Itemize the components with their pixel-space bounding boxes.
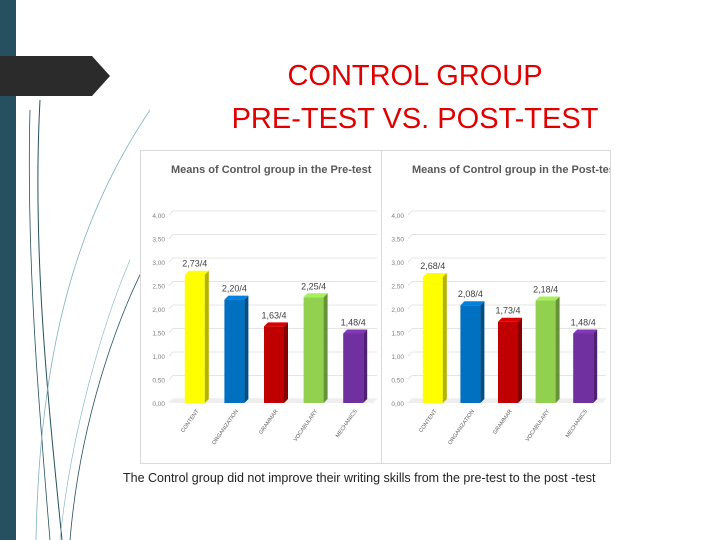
pre-bar-content xyxy=(184,270,209,403)
post-ytick-label: 1,50 xyxy=(391,331,404,338)
post-category-label: CONTENT xyxy=(418,408,439,434)
pre-ytick-label: 0,50 xyxy=(152,378,165,385)
pre-grid-depth xyxy=(168,304,174,310)
pre-grid-depth xyxy=(168,351,174,357)
pre-ytick-label: 1,50 xyxy=(152,331,165,338)
pre-grid-depth xyxy=(168,281,174,286)
post-ytick-label: 3,50 xyxy=(391,237,404,244)
post-chart-title: Means of Control group in the Post-test xyxy=(412,164,610,176)
post-ytick-label: 2,00 xyxy=(391,307,404,314)
pre-bar-organization xyxy=(224,295,249,403)
pre-ytick-label: 2,50 xyxy=(152,284,165,291)
pre-ytick-label: 3,00 xyxy=(152,260,165,267)
pre-test-chart: Means of Control group in the Pre-test 0,… xyxy=(140,150,382,464)
post-grid-depth xyxy=(407,234,413,239)
post-test-chart-svg: Means of Control group in the Post-test 0… xyxy=(391,164,610,446)
slide-caption: The Control group did not improve their … xyxy=(123,471,596,485)
post-data-label: 1,48/4 xyxy=(571,317,596,327)
slide-title-line1: CONTROL GROUP xyxy=(287,60,543,92)
pre-category-label: ORGANIZATION xyxy=(211,409,240,446)
post-bar-mechanics xyxy=(573,329,598,403)
post-grid-depth xyxy=(407,304,413,310)
post-ytick-label: 0,00 xyxy=(391,401,404,408)
pre-test-chart-svg: Means of Control group in the Pre-test 0,… xyxy=(152,164,377,446)
post-ytick-label: 3,00 xyxy=(391,260,404,267)
pre-grid-depth xyxy=(168,257,174,263)
post-category-label: GRAMMAR xyxy=(492,409,513,436)
post-ytick-label: 0,50 xyxy=(391,378,404,385)
decorative-lines xyxy=(28,99,166,540)
post-grid-depth xyxy=(407,375,413,380)
pre-grid-depth xyxy=(168,328,174,333)
slide-title-line2: PRE-TEST VS. POST-TEST xyxy=(231,103,599,135)
pre-ytick-label: 4,00 xyxy=(152,213,165,220)
pre-data-label: 1,48/4 xyxy=(341,317,366,327)
post-category-label: ORGANIZATION xyxy=(447,409,476,446)
pre-grid-depth xyxy=(168,375,174,380)
pre-category-label: MECHANICS xyxy=(335,408,359,439)
post-grid-depth xyxy=(407,257,413,263)
pre-bar-grammar xyxy=(264,322,288,403)
post-data-label: 1,73/4 xyxy=(495,306,520,316)
post-test-chart: Means of Control group in the Post-test 0… xyxy=(381,150,611,464)
pre-category-label: GRAMMAR xyxy=(258,409,279,436)
post-bar-vocabulary xyxy=(535,296,560,403)
pre-ytick-label: 1,00 xyxy=(152,354,165,361)
pre-data-label: 2,25/4 xyxy=(301,281,326,291)
pre-bar-mechanics xyxy=(343,329,368,403)
post-data-label: 2,08/4 xyxy=(458,289,483,299)
pre-data-label: 2,73/4 xyxy=(182,259,207,269)
post-data-label: 2,68/4 xyxy=(420,261,445,271)
post-ytick-label: 1,00 xyxy=(391,354,404,361)
post-grid-depth xyxy=(407,210,413,216)
post-category-label: VOCABULARY xyxy=(525,408,552,442)
post-grid-depth xyxy=(407,328,413,333)
arrow-tab xyxy=(0,56,110,96)
pre-ytick-label: 2,00 xyxy=(152,307,165,314)
pre-data-label: 1,63/4 xyxy=(261,310,286,320)
post-ytick-label: 4,00 xyxy=(391,213,404,220)
post-category-label: MECHANICS xyxy=(565,408,589,439)
post-ytick-label: 2,50 xyxy=(391,284,404,291)
left-accent-bar xyxy=(0,0,16,540)
post-grid-depth xyxy=(407,351,413,357)
pre-grid-depth xyxy=(168,210,174,216)
pre-grid-depth xyxy=(168,234,174,239)
post-bar-organization xyxy=(460,301,485,403)
pre-ytick-label: 3,50 xyxy=(152,237,165,244)
post-grid-depth xyxy=(407,281,413,286)
post-bar-grammar xyxy=(498,317,522,403)
pre-category-label: VOCABULARY xyxy=(293,408,320,442)
post-bar-content xyxy=(422,273,447,403)
post-data-label: 2,18/4 xyxy=(533,285,558,295)
pre-chart-title: Means of Control group in the Pre-test xyxy=(171,164,372,176)
pre-data-label: 2,20/4 xyxy=(222,284,247,294)
pre-ytick-label: 0,00 xyxy=(152,401,165,408)
pre-bar-vocabulary xyxy=(303,293,328,403)
pre-category-label: CONTENT xyxy=(180,408,201,434)
